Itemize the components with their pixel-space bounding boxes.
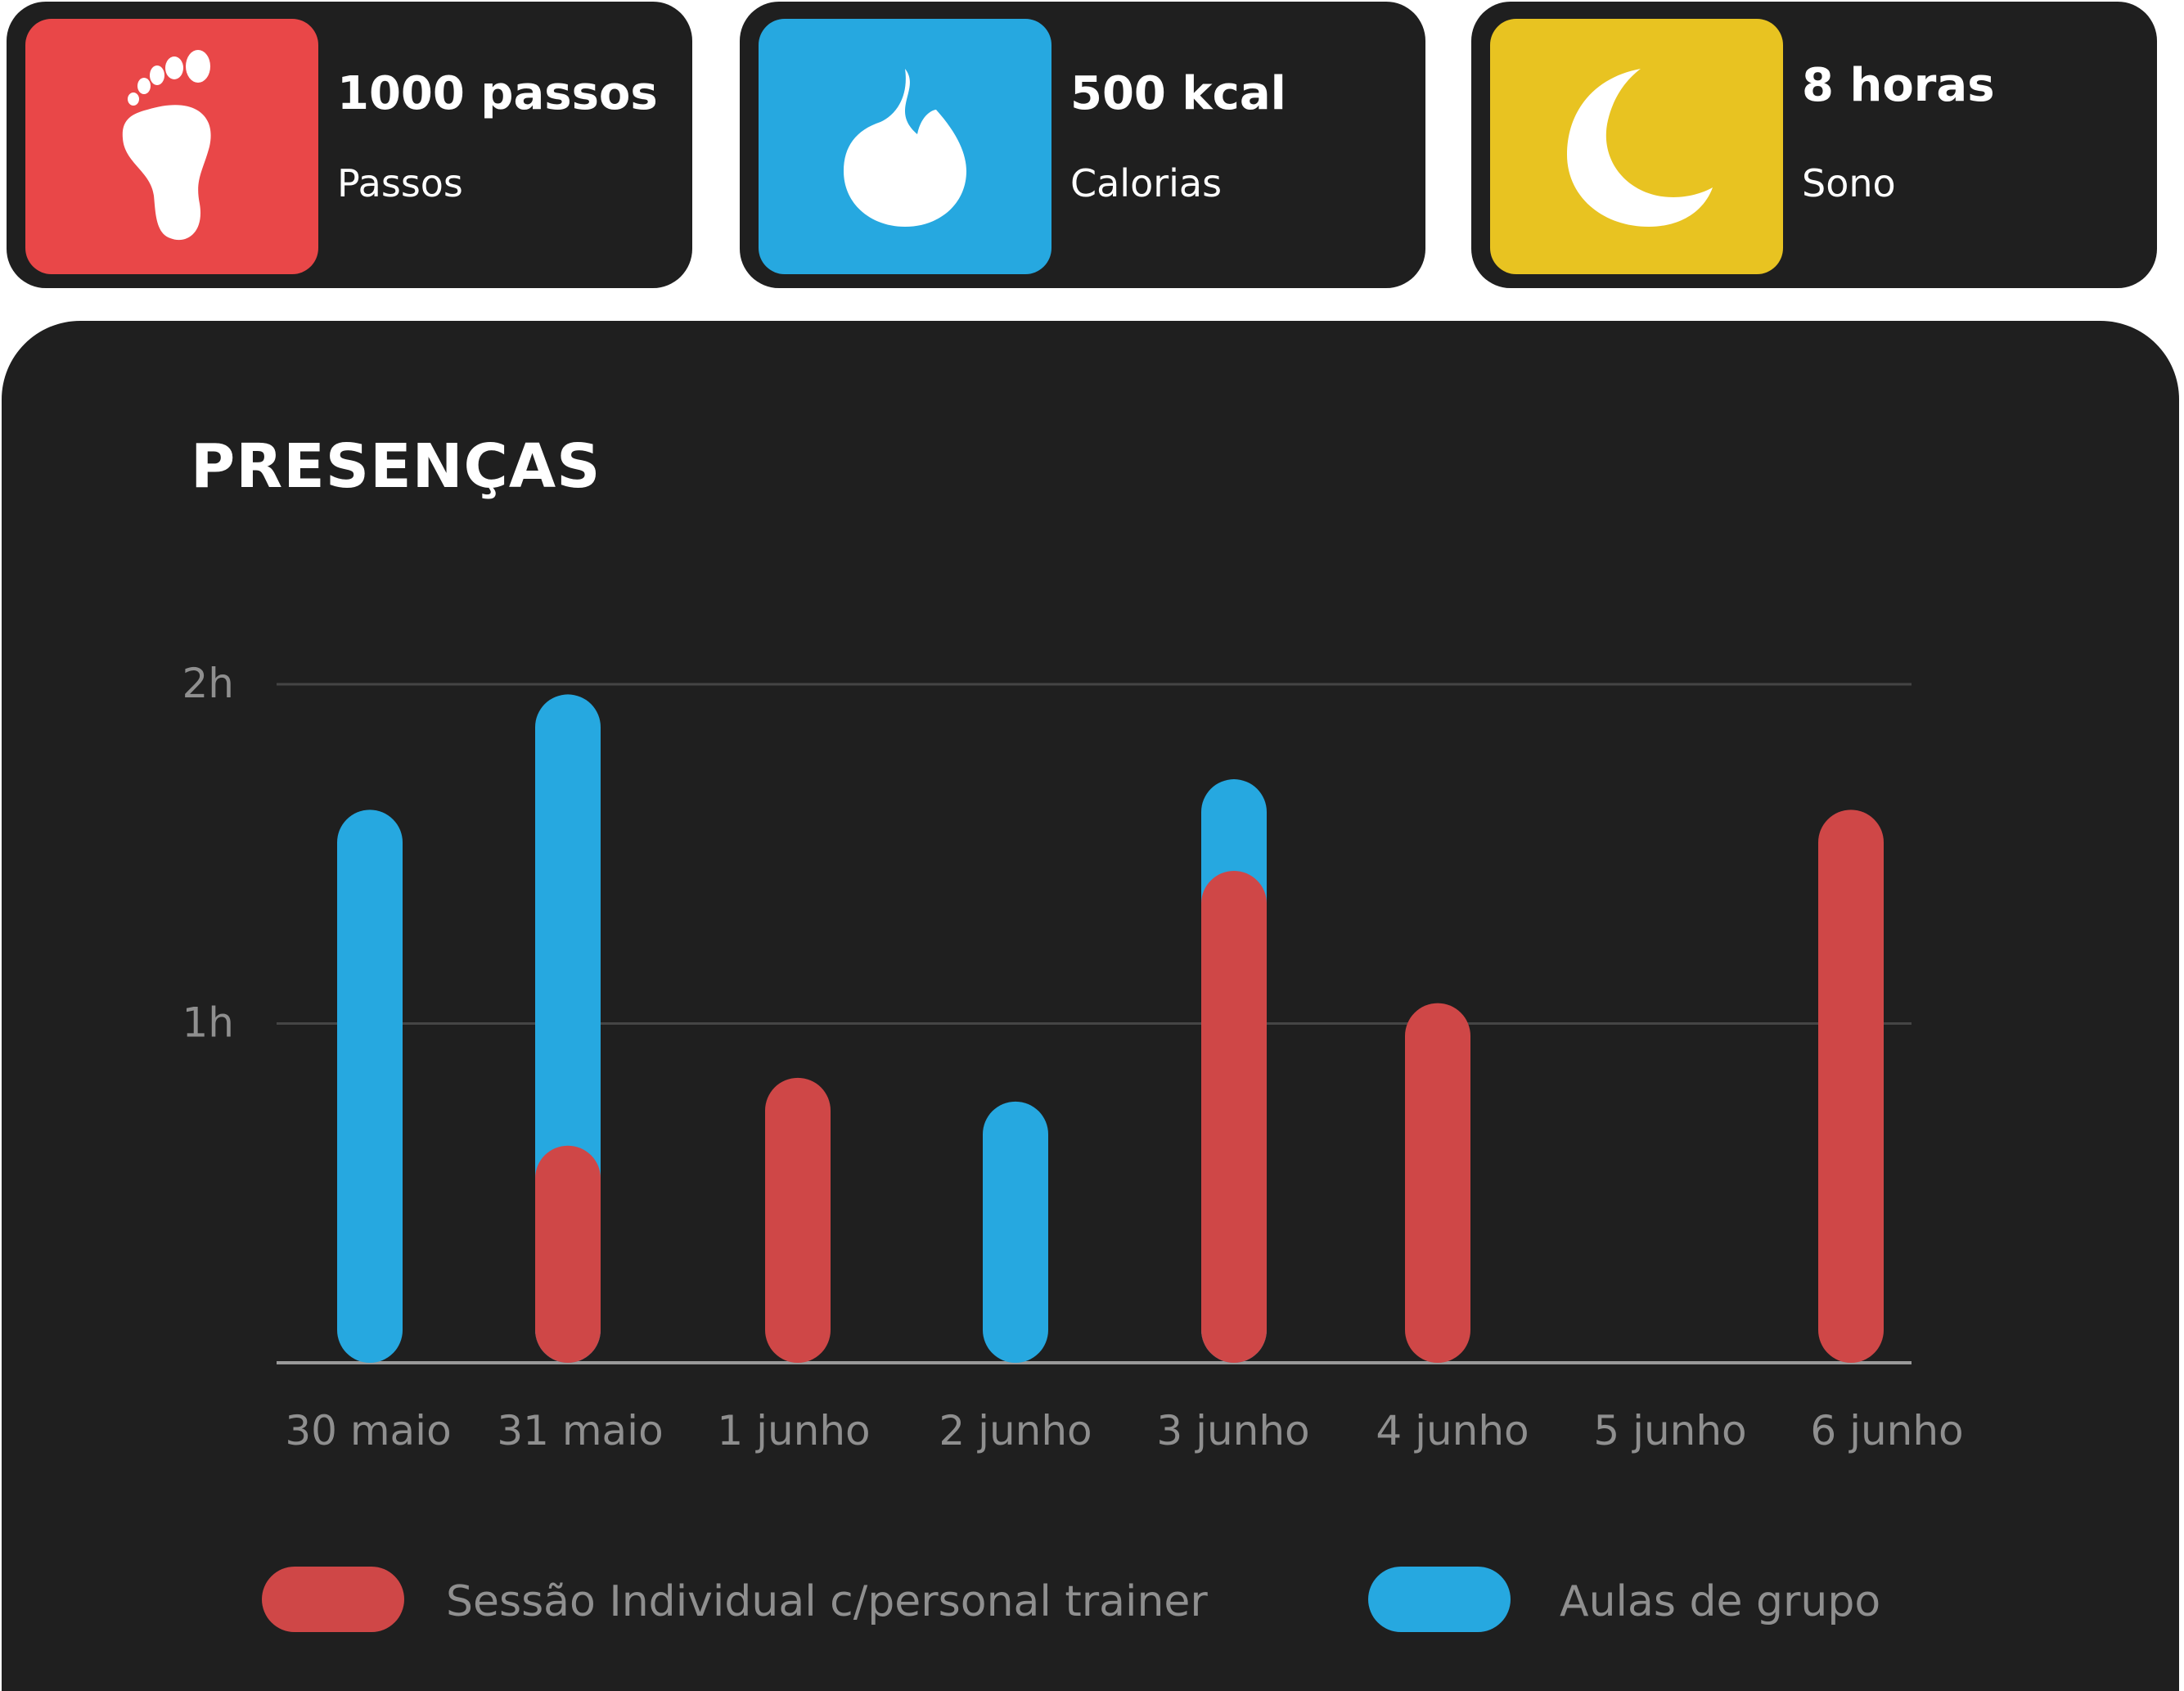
x-tick-label: 3 junho xyxy=(1156,1407,1309,1454)
x-tick-label: 1 junho xyxy=(717,1407,870,1454)
bar-group xyxy=(983,1101,1048,1363)
sleep-value: 8 horas xyxy=(1802,59,1995,112)
bar-group xyxy=(337,809,403,1363)
calories-tile xyxy=(759,19,1051,274)
legend-label: Sessão Individual c/personal trainer xyxy=(446,1577,1208,1626)
x-tick-label: 30 maio xyxy=(285,1407,451,1454)
calories-value: 500 kcal xyxy=(1070,67,1286,120)
bar-individual xyxy=(1201,870,1267,1363)
bar-individual xyxy=(535,1145,601,1363)
x-tick-label: 5 junho xyxy=(1593,1407,1746,1454)
steps-card: 1000 passos Passos xyxy=(7,2,692,288)
legend-swatch xyxy=(262,1567,404,1632)
sleep-card: 8 horas Sono xyxy=(1471,2,2157,288)
y-tick-label: 1h xyxy=(182,999,234,1047)
moon-icon xyxy=(1567,69,1713,227)
flame-icon xyxy=(844,69,966,227)
legend-swatch xyxy=(1368,1567,1511,1632)
x-tick-label: 6 junho xyxy=(1810,1407,1963,1454)
y-tick-label: 2h xyxy=(182,660,234,707)
chart-title: PRESENÇAS xyxy=(191,431,601,502)
footprint-icon xyxy=(122,50,211,241)
steps-label: Passos xyxy=(337,161,463,205)
steps-value: 1000 passos xyxy=(337,67,658,120)
bar-individual xyxy=(1818,809,1884,1363)
legend-label: Aulas de grupo xyxy=(1560,1577,1880,1626)
bar-individual xyxy=(1405,1003,1470,1363)
sleep-tile xyxy=(1490,19,1783,274)
x-tick-label: 31 maio xyxy=(497,1407,663,1454)
x-tick-label: 2 junho xyxy=(939,1407,1092,1454)
calories-card: 500 kcal Calorias xyxy=(740,2,1425,288)
steps-tile xyxy=(25,19,318,274)
calories-label: Calorias xyxy=(1070,161,1223,205)
x-tick-label: 4 junho xyxy=(1376,1407,1529,1454)
sleep-label: Sono xyxy=(1802,161,1896,205)
bar-individual xyxy=(765,1077,831,1363)
